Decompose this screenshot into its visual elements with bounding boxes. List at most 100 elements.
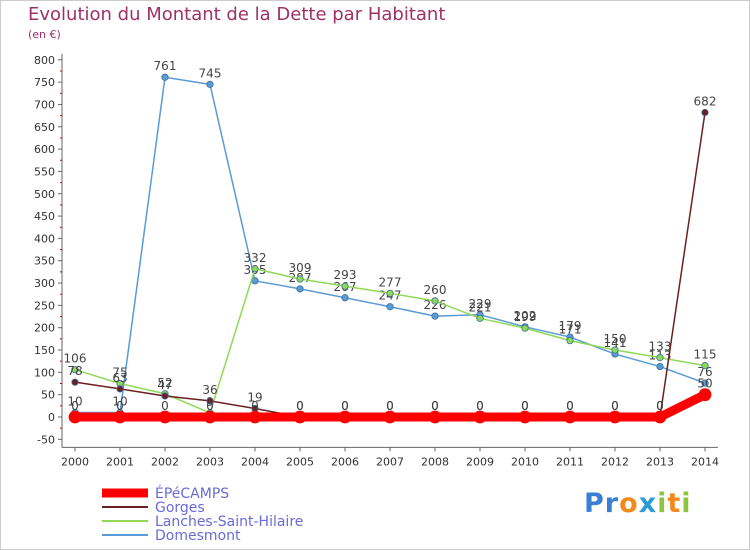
legend-label: Gorges xyxy=(155,500,205,516)
data-label: 221 xyxy=(469,300,492,314)
y-tick-label: 200 xyxy=(34,322,55,335)
axes: -500501001502002503003504004505005506006… xyxy=(34,53,719,468)
data-label: 309 xyxy=(289,261,312,275)
data-point xyxy=(386,289,394,297)
logo-letter: P xyxy=(584,488,605,519)
x-tick-label: 2012 xyxy=(601,455,629,468)
data-label: 106 xyxy=(64,352,87,366)
data-point xyxy=(158,410,172,424)
legend-label: Domesmont xyxy=(155,528,241,544)
y-tick-label: 800 xyxy=(34,54,55,67)
data-point xyxy=(341,282,349,290)
data-point xyxy=(203,410,217,424)
data-label: 0 xyxy=(341,399,349,413)
data-label: 260 xyxy=(424,283,447,297)
x-tick-label: 2007 xyxy=(376,455,404,468)
data-point xyxy=(71,378,79,386)
data-point xyxy=(563,410,577,424)
data-point xyxy=(566,337,574,345)
data-point xyxy=(293,410,307,424)
data-point xyxy=(653,410,667,424)
chart-title: Evolution du Montant de la Dette par Hab… xyxy=(28,4,446,25)
data-point xyxy=(611,346,619,354)
data-label: 10 xyxy=(67,395,82,409)
data-point xyxy=(206,397,214,405)
y-tick-label: 650 xyxy=(34,121,55,134)
data-label: 75 xyxy=(112,366,127,380)
x-tick-label: 2014 xyxy=(691,455,719,468)
data-point xyxy=(251,265,259,273)
data-label: 0 xyxy=(476,399,484,413)
data-point xyxy=(701,108,709,117)
x-tick-label: 2010 xyxy=(511,455,539,468)
data-label: 293 xyxy=(334,268,357,282)
data-point xyxy=(386,303,394,311)
data-point xyxy=(383,410,397,424)
logo-letter: x xyxy=(638,488,658,519)
data-point xyxy=(296,275,304,283)
data-label: 0 xyxy=(611,399,619,413)
data-label: 0 xyxy=(431,399,439,413)
data-point xyxy=(428,410,442,424)
data-label: 0 xyxy=(116,399,124,413)
y-tick-label: 600 xyxy=(34,143,55,156)
data-label: 0 xyxy=(206,399,214,413)
x-tick-label: 2004 xyxy=(241,455,269,468)
data-point xyxy=(248,410,262,424)
legend-label: ÉPéCAMPS xyxy=(155,485,229,502)
data-label: 199 xyxy=(514,310,537,324)
series-line xyxy=(74,112,706,418)
data-label: 78 xyxy=(67,364,82,378)
data-label: 19 xyxy=(247,391,262,405)
legend: ÉPéCAMPSGorgesLanches-Saint-HilaireDomes… xyxy=(102,485,303,544)
y-tick-label: 400 xyxy=(34,232,55,245)
data-point xyxy=(431,297,439,305)
data-label: 63 xyxy=(112,371,127,385)
x-tick-label: 2013 xyxy=(646,455,674,468)
data-label: 0 xyxy=(386,399,394,413)
legend-label: Lanches-Saint-Hilaire xyxy=(155,514,303,530)
x-tick-label: 2001 xyxy=(106,455,134,468)
data-point xyxy=(518,410,532,424)
data-point xyxy=(338,410,352,424)
data-label: 0 xyxy=(431,399,439,413)
data-point xyxy=(656,362,664,371)
data-label: 0 xyxy=(386,399,394,413)
x-tick-label: 2006 xyxy=(331,455,359,468)
y-tick-label: 550 xyxy=(34,165,55,178)
logo-letter: o xyxy=(619,488,639,519)
x-tick-label: 2009 xyxy=(466,455,494,468)
data-label: 332 xyxy=(244,251,267,265)
data-label: 745 xyxy=(199,66,222,80)
data-label: 0 xyxy=(476,399,484,413)
y-tick-label: 500 xyxy=(34,188,55,201)
data-label: 0 xyxy=(296,399,304,413)
data-label: 0 xyxy=(656,399,664,413)
data-point xyxy=(296,285,304,293)
proxiti-logo: Proxiti xyxy=(584,488,692,519)
data-point xyxy=(71,366,79,374)
data-label: 36 xyxy=(202,383,217,397)
data-label: 0 xyxy=(251,399,259,413)
y-tick-label: 300 xyxy=(34,277,55,290)
y-tick-label: 350 xyxy=(34,255,55,268)
x-tick-label: 2008 xyxy=(421,455,449,468)
y-tick-label: 250 xyxy=(34,299,55,312)
data-point xyxy=(431,312,439,320)
data-label: 52 xyxy=(157,376,172,390)
data-point xyxy=(698,388,712,402)
x-tick-label: 2011 xyxy=(556,455,584,468)
data-point xyxy=(521,324,529,332)
x-tick-label: 2005 xyxy=(286,455,314,468)
data-label: 0 xyxy=(296,399,304,413)
data-point xyxy=(116,385,124,393)
data-label: 682 xyxy=(694,94,717,108)
data-label: 0 xyxy=(521,399,529,413)
data-label: 0 xyxy=(71,399,79,413)
data-label: 0 xyxy=(341,399,349,413)
data-label: 115 xyxy=(694,348,717,362)
data-label: 0 xyxy=(521,399,529,413)
data-label: 179 xyxy=(559,319,582,333)
